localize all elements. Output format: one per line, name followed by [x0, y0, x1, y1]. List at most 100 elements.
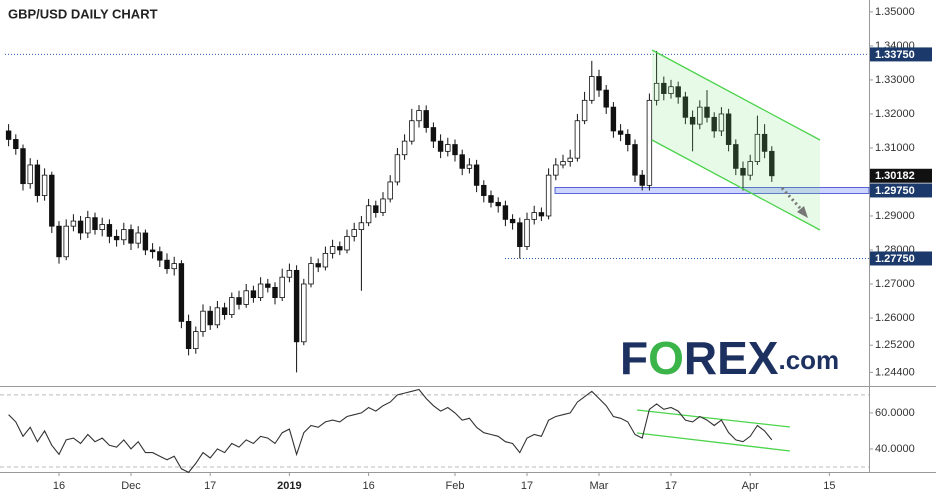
y-tick-label: 1.31000 — [875, 142, 915, 154]
candle-body — [113, 235, 120, 241]
candle-body — [574, 120, 581, 159]
arrow-head — [797, 206, 808, 218]
logo-part: .com — [778, 345, 839, 375]
candle-body — [740, 167, 746, 176]
candle-body — [142, 232, 149, 251]
candle-body — [99, 224, 105, 230]
candle-body — [668, 86, 674, 94]
x-tick-label: Dec — [121, 480, 141, 492]
candle-body — [70, 220, 77, 227]
candle-body — [34, 164, 41, 196]
candle-body — [128, 229, 134, 244]
candle-body — [106, 224, 113, 237]
candle-body — [164, 259, 170, 270]
candle-body — [509, 218, 516, 224]
candle-body — [221, 307, 228, 315]
level-label-box — [870, 251, 932, 266]
candle-body — [603, 89, 609, 108]
candle-body — [517, 222, 523, 247]
channel-upper — [651, 49, 821, 141]
candle-body — [488, 195, 494, 203]
rsi-channel-lower — [636, 432, 791, 452]
candle-body — [689, 116, 696, 125]
candle-body — [85, 217, 91, 234]
logo-part: REX — [684, 332, 779, 384]
level-label: 1.27750 — [875, 253, 915, 265]
candle-body — [725, 113, 732, 145]
level-label-box — [870, 183, 932, 198]
y-tick-label: 1.27000 — [875, 278, 915, 290]
candle-body — [207, 310, 213, 326]
candle-body — [704, 106, 710, 118]
x-tick-label: 17 — [521, 480, 533, 492]
candle-body — [459, 154, 465, 169]
candle-body — [589, 76, 595, 101]
level-label: 1.30182 — [875, 170, 915, 182]
candle-body — [135, 232, 141, 244]
level-label-box — [870, 168, 932, 183]
y-tick-label: 60.0000 — [875, 407, 915, 419]
candle-body — [56, 225, 62, 258]
candle-body — [185, 321, 192, 350]
candle-body — [625, 133, 631, 145]
candle-body — [92, 217, 98, 230]
candle-body — [315, 263, 321, 268]
level-band — [554, 187, 870, 194]
candle-body — [373, 205, 379, 213]
candle-body — [553, 164, 559, 176]
candle-body — [409, 120, 415, 142]
candle-body — [149, 249, 156, 253]
channel-lower — [651, 139, 821, 231]
candle-body — [610, 106, 617, 132]
level-label: 1.29750 — [875, 185, 915, 197]
candle-body — [308, 263, 314, 285]
candle-body — [20, 148, 26, 185]
candle-body — [157, 251, 163, 261]
candle-body — [178, 263, 185, 322]
candle-body — [49, 174, 55, 227]
candle-body — [697, 106, 703, 125]
candle-body — [5, 130, 12, 140]
y-tick-label: 40.0000 — [875, 443, 915, 455]
candle-body — [279, 276, 285, 298]
chart-title: GBP/USD DAILY CHART — [8, 6, 158, 21]
candle-body — [193, 331, 199, 350]
candle-body — [322, 252, 329, 268]
candle-body — [257, 283, 264, 298]
candle-body — [301, 283, 307, 343]
candle-body — [682, 96, 689, 118]
candle-body — [481, 184, 487, 196]
candle-body — [344, 235, 350, 251]
level-label-box — [870, 47, 932, 62]
candle-body — [617, 130, 624, 135]
candle-body — [423, 110, 429, 128]
candle-body — [27, 164, 33, 185]
candle-body — [365, 205, 372, 224]
y-tick-label: 1.32000 — [875, 108, 915, 120]
x-tick-label: 2019 — [277, 480, 301, 492]
candle-body — [416, 110, 422, 122]
candle-body — [437, 140, 444, 152]
x-tick-label: 15 — [823, 480, 835, 492]
candle-body — [581, 99, 588, 122]
candle-body — [466, 164, 473, 169]
candle-body — [63, 225, 69, 258]
candle-body — [445, 144, 451, 152]
rsi-channel-upper — [636, 409, 791, 428]
candle-body — [358, 222, 365, 230]
candle-body — [761, 133, 768, 152]
candle-body — [41, 174, 48, 196]
candle-body — [387, 181, 393, 200]
rsi-line — [8, 388, 773, 474]
x-tick-label: 17 — [204, 480, 216, 492]
candle-body — [754, 133, 761, 162]
candle-body — [769, 150, 775, 177]
candle-body — [524, 218, 530, 247]
price-panel: 1.350001.340001.330001.320001.310001.290… — [5, 6, 915, 378]
candle-body — [711, 116, 717, 132]
logo-part: O — [648, 332, 684, 384]
y-tick-label: 1.35000 — [875, 6, 915, 18]
